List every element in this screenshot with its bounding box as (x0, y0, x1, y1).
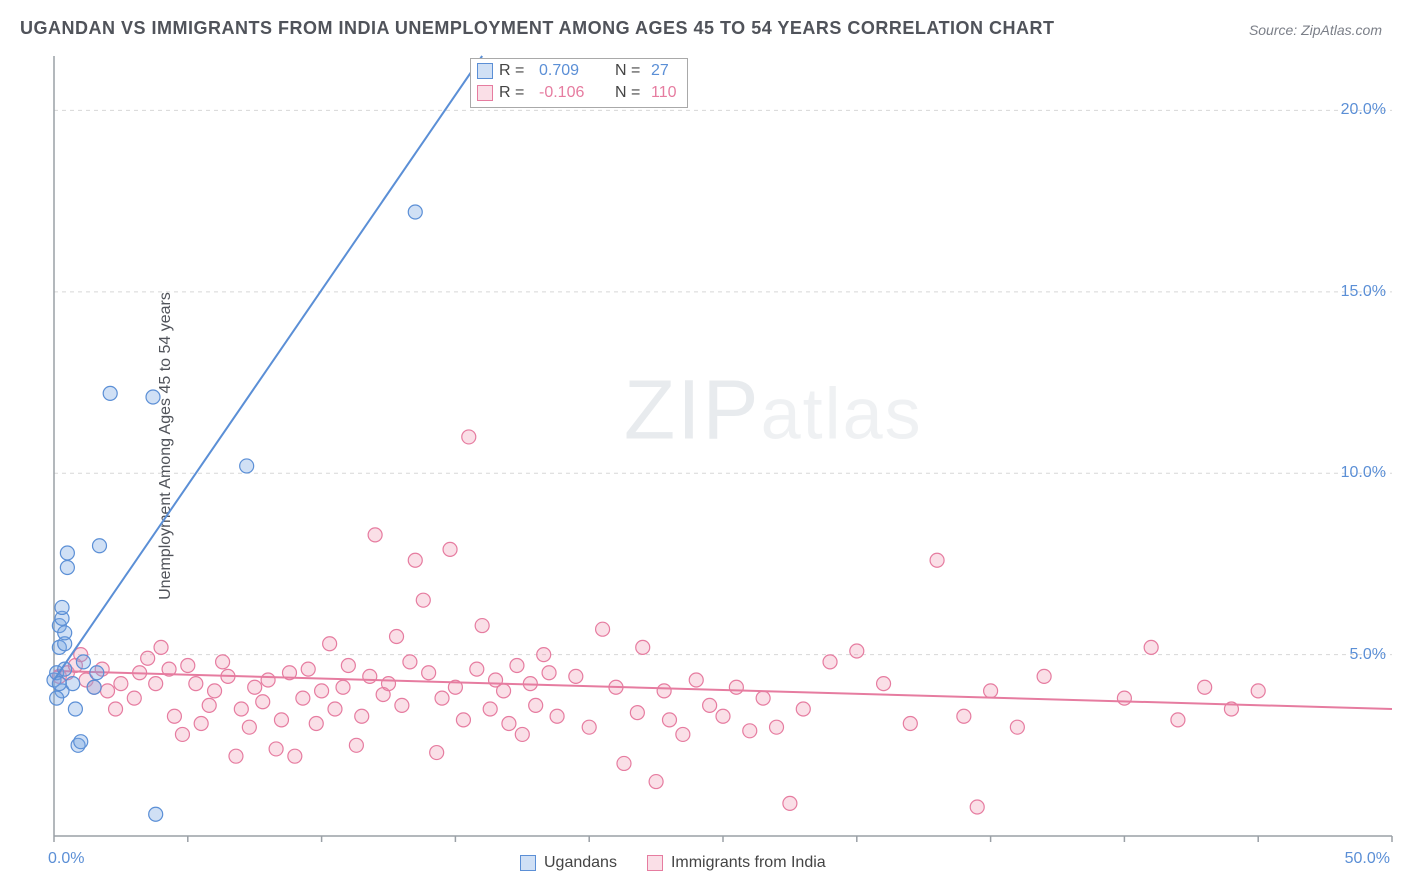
y-tick-label: 20.0% (1341, 101, 1386, 119)
legend-label-ugandans: Ugandans (544, 854, 617, 872)
legend-item-ugandans: Ugandans (520, 854, 617, 872)
y-tick-label: 15.0% (1341, 283, 1386, 301)
n-label: N = (615, 84, 645, 102)
chart-container: UGANDAN VS IMMIGRANTS FROM INDIA UNEMPLO… (0, 0, 1406, 892)
r-value-ugandans: 0.709 (539, 62, 601, 80)
legend-swatch-india (477, 85, 493, 101)
n-value-ugandans: 27 (651, 62, 669, 80)
legend-swatch-ugandans (477, 63, 493, 79)
legend-swatch-ugandans (520, 855, 536, 871)
legend-label-india: Immigrants from India (671, 854, 826, 872)
r-value-india: -0.106 (539, 84, 601, 102)
n-value-india: 110 (651, 84, 677, 102)
legend-swatch-india (647, 855, 663, 871)
correlation-legend: R = 0.709 N = 27 R = -0.106 N = 110 (470, 58, 688, 108)
legend-item-india: Immigrants from India (647, 854, 826, 872)
legend-row-ugandans: R = 0.709 N = 27 (477, 60, 677, 82)
n-label: N = (615, 62, 645, 80)
scatter-plot-svg (0, 0, 1406, 892)
r-label: R = (499, 84, 533, 102)
r-label: R = (499, 62, 533, 80)
x-tick-label: 50.0% (1345, 850, 1390, 868)
legend-row-india: R = -0.106 N = 110 (477, 82, 677, 104)
bottom-legend: Ugandans Immigrants from India (520, 854, 826, 872)
y-tick-label: 10.0% (1341, 464, 1386, 482)
y-tick-label: 5.0% (1350, 646, 1386, 664)
x-tick-label: 0.0% (48, 850, 84, 868)
